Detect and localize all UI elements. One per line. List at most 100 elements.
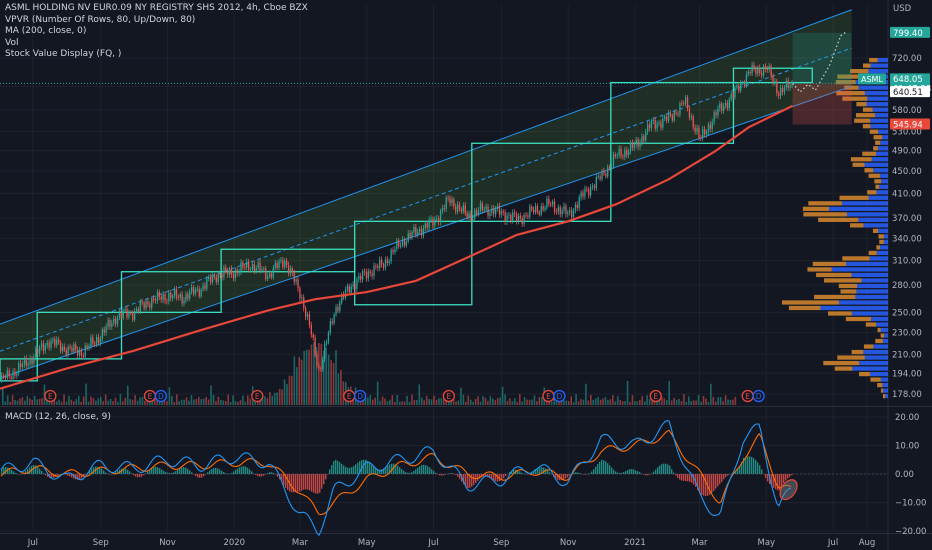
- volume-bar: [342, 381, 345, 405]
- macd-axis[interactable]: 20.00 10.00 0.00 −10.00 −20.00: [895, 413, 926, 537]
- currency-label[interactable]: USD: [893, 4, 912, 14]
- candle-body: [688, 108, 691, 118]
- candle-body: [538, 212, 540, 215]
- candle-body: [377, 266, 379, 268]
- dividend-marker[interactable]: [553, 389, 566, 403]
- range-box[interactable]: [610, 81, 735, 144]
- candle-body: [137, 308, 140, 312]
- candle-body: [620, 148, 622, 156]
- volume-bar: [462, 394, 465, 405]
- volume-bar: [178, 401, 180, 405]
- macd-legend[interactable]: MACD (12, 26, close, 9): [5, 412, 111, 422]
- range-box[interactable]: [120, 271, 222, 313]
- volume-bar: [474, 398, 477, 405]
- candle-body: [263, 268, 265, 270]
- candlesticks[interactable]: [1, 61, 793, 383]
- candle-body: [544, 207, 546, 210]
- candle-body: [305, 308, 307, 317]
- earnings-marker[interactable]: [442, 389, 455, 403]
- macd-hist-bar: [527, 474, 529, 475]
- macd-hist-bar: [251, 471, 253, 474]
- candle-body: [584, 188, 586, 197]
- macd-hist-bar: [297, 474, 299, 492]
- macd-hist-bar: [645, 474, 647, 476]
- macd-hist-bar: [273, 473, 275, 474]
- range-box[interactable]: [36, 311, 123, 360]
- candle-body: [31, 358, 33, 364]
- range-boxes[interactable]: [0, 67, 813, 382]
- macd-line[interactable]: [0, 420, 792, 537]
- range-box[interactable]: [471, 142, 612, 222]
- dividend-marker[interactable]: [752, 389, 765, 403]
- volume-bar: [320, 343, 323, 405]
- vpvr-row-up: [861, 278, 888, 283]
- volume-bar: [114, 397, 117, 405]
- legend-vol[interactable]: Vol: [5, 37, 19, 48]
- volume-bar: [269, 391, 271, 405]
- projection-path[interactable]: [792, 30, 848, 93]
- earnings-marker[interactable]: [251, 389, 264, 403]
- vpvr-row-up: [877, 58, 888, 63]
- candle-body: [728, 99, 730, 109]
- macd-hist-bar: [223, 472, 225, 474]
- candle-body: [396, 240, 398, 250]
- legend-symbol[interactable]: ASML HOLDING NV EUR0.09 NY REGISTRY SHS …: [5, 3, 308, 13]
- vpvr-row-up: [851, 311, 888, 316]
- macd-hist-bar: [247, 467, 249, 474]
- candle-body: [403, 239, 406, 246]
- volume-bar: [403, 401, 406, 405]
- macd-hist-bar: [335, 459, 337, 474]
- legend-vpvr[interactable]: VPVR (Number Of Rows, 80, Up/Down, 80): [5, 14, 196, 25]
- macd-hist-bar: [607, 463, 609, 474]
- dividend-marker[interactable]: [354, 389, 367, 403]
- channel-lower-line[interactable]: [0, 85, 852, 379]
- macd-hist-bar: [397, 465, 399, 474]
- candle-body: [39, 347, 41, 354]
- earnings-marker[interactable]: [649, 389, 662, 403]
- candle-body: [443, 207, 445, 209]
- symbol-tag-text: ASML: [861, 75, 883, 84]
- macd-hist-bar: [417, 467, 419, 474]
- price-tick-label: 210.00: [892, 350, 922, 360]
- range-box[interactable]: [354, 220, 473, 306]
- position-target-zone[interactable]: [792, 32, 852, 84]
- macd-hist-bar: [689, 474, 691, 482]
- candle-body: [211, 275, 214, 283]
- vpvr-row-down: [875, 338, 883, 344]
- macd-hist-bar: [355, 464, 357, 474]
- dividend-marker[interactable]: [154, 389, 168, 403]
- candle-body: [637, 139, 639, 147]
- price-axis[interactable]: 178.00 194.00 210.00 230.00 250.00 280.00 310.…: [858, 26, 931, 400]
- volume-bar: [239, 400, 242, 405]
- vpvr-row-down: [854, 118, 871, 123]
- macd-hist-bar: [225, 473, 227, 474]
- volume-bar: [171, 395, 173, 405]
- candle-body: [398, 240, 400, 247]
- macd-hist-bar: [591, 471, 593, 474]
- last-price-text: 648.05: [893, 75, 923, 85]
- time-axis[interactable]: Jul Sep Nov 2020 Mar May Jul Sep Nov 2021 Mar May Ju…: [27, 538, 876, 548]
- position-stop-zone[interactable]: [792, 83, 852, 125]
- long-position-tool[interactable]: [792, 32, 852, 125]
- earnings-marker[interactable]: [44, 389, 57, 403]
- macd-hist-bar: [39, 468, 41, 474]
- ma-200-line[interactable]: [0, 104, 794, 390]
- candle-body: [63, 346, 65, 350]
- candle-body: [153, 298, 155, 301]
- price-tick-label: 580.00: [892, 106, 922, 116]
- volume-bar: [619, 400, 621, 405]
- legend-ma[interactable]: MA (200, close, 0): [5, 26, 87, 36]
- volume-bar: [210, 385, 212, 405]
- macd-hist-bar: [257, 474, 259, 477]
- macd-hist-bar: [327, 474, 329, 475]
- candle-body: [504, 212, 506, 222]
- range-box[interactable]: [0, 358, 38, 382]
- macd-signal-line[interactable]: [0, 429, 792, 516]
- legend-svd[interactable]: Stock Value Display (FQ, ): [5, 49, 122, 59]
- volume-bar: [335, 350, 337, 405]
- macd-highlight-ellipse[interactable]: [777, 477, 801, 503]
- candle-body: [270, 273, 273, 278]
- macd-hist-bar: [661, 464, 663, 474]
